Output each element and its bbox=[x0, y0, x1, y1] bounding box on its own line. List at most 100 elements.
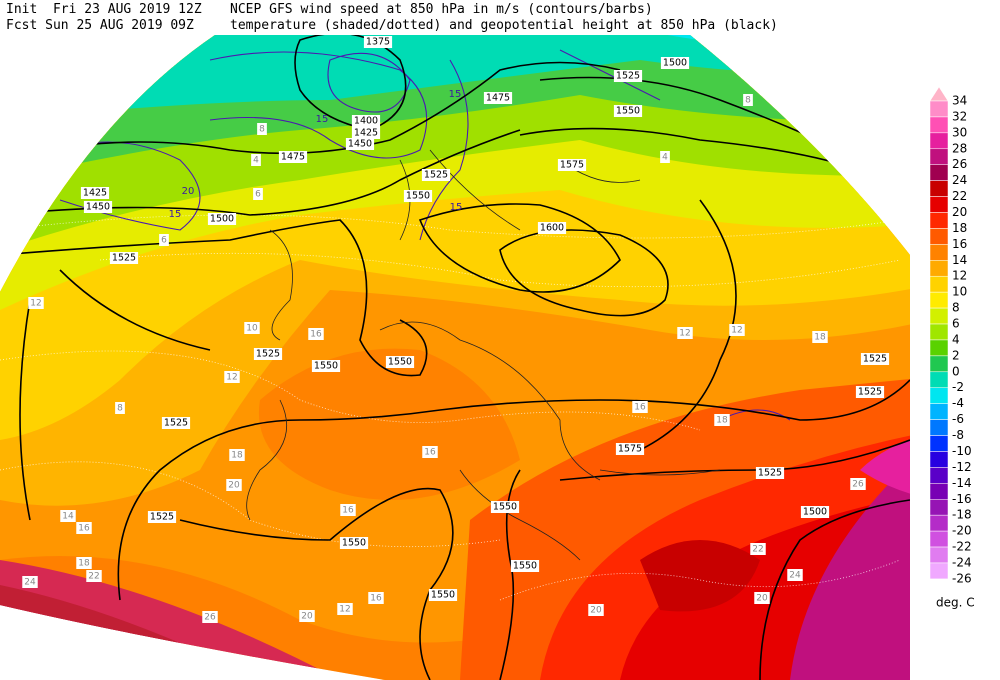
colorbar-label: -12 bbox=[952, 460, 972, 474]
temperature-label: 6 bbox=[161, 236, 167, 246]
colorbar-label: 12 bbox=[952, 269, 967, 283]
colorbar-label: 16 bbox=[952, 237, 967, 251]
height-label-box bbox=[615, 443, 645, 455]
temperature-label-group: 26 bbox=[202, 611, 218, 623]
temperature-label-group: 4 bbox=[251, 154, 261, 166]
colorbar-box bbox=[929, 116, 949, 134]
height-label-box bbox=[109, 252, 139, 264]
temperature-label-group: 20 bbox=[226, 479, 242, 491]
colorbar-label: 8 bbox=[952, 301, 960, 315]
height-label-box bbox=[363, 36, 393, 48]
temperature-label-box bbox=[229, 449, 245, 461]
colorbar: 3432302826242220181614121086420-2-4-6-8-… bbox=[929, 86, 972, 585]
temperature-label-group: 18 bbox=[812, 331, 828, 343]
title-line-2: temperature (shaded/dotted) and geopoten… bbox=[230, 18, 778, 33]
height-label-box bbox=[253, 348, 283, 360]
temperature-label-box bbox=[244, 322, 260, 334]
temperature-label: 6 bbox=[255, 190, 261, 200]
height-label-box bbox=[351, 115, 381, 127]
temperature-label-box bbox=[743, 94, 753, 106]
colorbar-label: 14 bbox=[952, 253, 967, 267]
height-label-box bbox=[83, 201, 113, 213]
height-label-box bbox=[147, 511, 177, 523]
temperature-label-group: 24 bbox=[22, 576, 38, 588]
colorbar-label: -22 bbox=[952, 540, 972, 554]
colorbar-label: -6 bbox=[952, 412, 964, 426]
colorbar-label: 6 bbox=[952, 317, 960, 331]
temperature-label-box bbox=[60, 510, 76, 522]
height-label-group: 1550 bbox=[490, 501, 520, 513]
height-label: 1450 bbox=[86, 202, 110, 213]
temperature-label-box bbox=[86, 570, 102, 582]
height-label: 1500 bbox=[663, 58, 687, 69]
temperature-label-group: 20 bbox=[299, 610, 315, 622]
colorbar-label: 26 bbox=[952, 157, 967, 171]
temperature-label-box bbox=[677, 327, 693, 339]
height-label-group: 1525 bbox=[421, 169, 451, 181]
height-label-group: 1525 bbox=[253, 348, 283, 360]
temperature-label-box bbox=[729, 324, 745, 336]
colorbar-box bbox=[929, 499, 949, 516]
colorbar-label: 24 bbox=[952, 173, 967, 187]
height-label-group: 1500 bbox=[800, 506, 830, 518]
temperature-label: 14 bbox=[62, 512, 74, 522]
temperature-label: 16 bbox=[634, 403, 646, 413]
height-label-group: 1550 bbox=[613, 105, 643, 117]
temperature-label: 18 bbox=[231, 451, 243, 461]
height-label-group: 1575 bbox=[615, 443, 645, 455]
height-label: 1425 bbox=[83, 188, 107, 199]
height-label-box bbox=[490, 501, 520, 513]
temperature-label-group: 8 bbox=[257, 123, 267, 135]
temperature-label-group: 12 bbox=[677, 327, 693, 339]
colorbar-label: 32 bbox=[952, 109, 967, 123]
colorbar-box bbox=[929, 244, 949, 261]
height-label: 1375 bbox=[366, 37, 390, 48]
colorbar-arrow bbox=[929, 86, 949, 102]
height-label: 1475 bbox=[486, 93, 510, 104]
colorbar-box bbox=[929, 435, 949, 452]
colorbar-box bbox=[929, 562, 949, 580]
temperature-label: 16 bbox=[342, 506, 354, 516]
height-label: 1575 bbox=[618, 444, 642, 455]
height-label-group: 1600 bbox=[537, 222, 567, 234]
height-label: 1550 bbox=[493, 502, 517, 513]
temperature-label: 8 bbox=[745, 96, 751, 106]
height-label: 1550 bbox=[388, 357, 412, 368]
height-label-group: 1475 bbox=[278, 151, 308, 163]
height-label-box bbox=[428, 589, 458, 601]
forecast-time: Fcst Sun 25 AUG 2019 09Z bbox=[6, 18, 194, 33]
colorbar-box bbox=[929, 514, 949, 532]
height-label-box bbox=[339, 537, 369, 549]
height-label: 1475 bbox=[281, 152, 305, 163]
height-label-box bbox=[660, 57, 690, 69]
temperature-label-group: 16 bbox=[308, 328, 324, 340]
colorbar-label: -16 bbox=[952, 492, 972, 506]
temperature-label-group: 12 bbox=[337, 603, 353, 615]
temperature-label: 12 bbox=[339, 605, 350, 615]
colorbar-label: -8 bbox=[952, 428, 964, 442]
temperature-label-group: 26 bbox=[850, 478, 866, 490]
temperature-label-box bbox=[337, 603, 353, 615]
colorbar-box bbox=[929, 451, 949, 468]
height-label: 1450 bbox=[348, 139, 372, 150]
colorbar-label: 0 bbox=[952, 364, 960, 378]
temperature-label: 24 bbox=[789, 571, 801, 581]
colorbar-box bbox=[929, 483, 949, 500]
colorbar-label: -10 bbox=[952, 444, 972, 458]
colorbar-label: -2 bbox=[952, 380, 964, 394]
temperature-label-group: 22 bbox=[86, 570, 102, 582]
height-label-group: 1575 bbox=[557, 159, 587, 171]
colorbar-box bbox=[929, 180, 949, 197]
height-label-box bbox=[557, 159, 587, 171]
height-label-group: 1525 bbox=[109, 252, 139, 264]
temperature-label-group: 4 bbox=[660, 151, 670, 163]
temperature-label: 18 bbox=[716, 416, 728, 426]
temperature-label-group: 6 bbox=[159, 234, 169, 246]
colorbar-box bbox=[929, 164, 949, 181]
colorbar-box bbox=[929, 403, 949, 420]
colorbar-label: -4 bbox=[952, 396, 964, 410]
temperature-label-box bbox=[159, 234, 169, 246]
height-label-group: 1375 bbox=[363, 36, 393, 48]
temperature-label: 20 bbox=[301, 612, 313, 622]
